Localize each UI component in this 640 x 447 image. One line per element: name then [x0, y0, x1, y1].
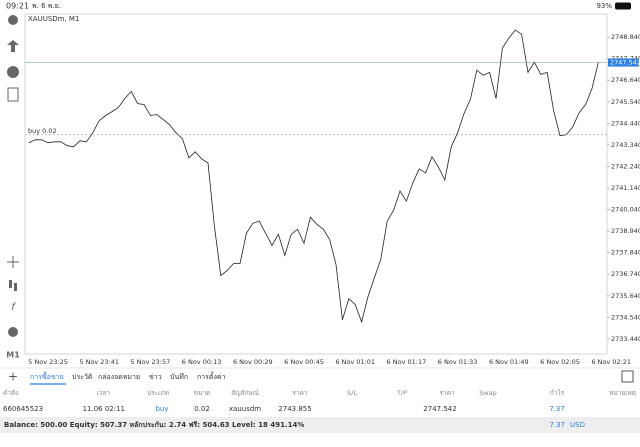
y-tick-label: 2745.540	[611, 98, 640, 106]
tab[interactable]: การตั้งค่า	[197, 370, 226, 381]
y-tick-label: 2741.140	[611, 184, 640, 192]
table-cell: 0.02	[194, 405, 210, 413]
left-toolbar: f	[7, 15, 19, 337]
column-header: S/L	[347, 389, 357, 397]
icon-objects[interactable]	[8, 327, 18, 337]
y-tick-label: 2742.240	[611, 162, 640, 170]
table-cell: xauusdm	[229, 405, 261, 413]
x-tick-label: 5 Nov 23:25	[28, 358, 68, 366]
y-tick-label: 2733.440	[611, 335, 640, 343]
x-tick-label: 5 Nov 23:57	[131, 358, 171, 366]
column-header: กำไร	[550, 389, 565, 397]
x-tick-label: 6 Nov 02:21	[591, 358, 631, 366]
table-cell: 2747.542	[423, 405, 456, 413]
order-label: buy 0.02	[28, 127, 57, 135]
x-tick-label: 5 Nov 23:41	[79, 358, 119, 366]
x-tick-label: 6 Nov 01:49	[489, 358, 529, 366]
timeframe[interactable]: M1	[6, 351, 20, 360]
x-tick-label: 6 Nov 01:33	[438, 358, 478, 366]
column-header: สัญลักษณ์	[231, 389, 259, 397]
column-header: ขนาด	[194, 389, 211, 397]
table-cell: 2743.855	[278, 405, 311, 413]
icon-indicators[interactable]: f	[11, 302, 16, 313]
x-tick-label: 6 Nov 01:17	[387, 358, 427, 366]
column-header: ประเภท	[147, 389, 169, 397]
icon-crosshair[interactable]	[7, 256, 19, 268]
x-tick-label: 6 Nov 02:05	[540, 358, 580, 366]
layout-button[interactable]	[621, 370, 634, 383]
y-tick-label: 2736.740	[611, 270, 640, 278]
y-tick-label: 2735.640	[611, 292, 640, 300]
plot-frame	[24, 13, 608, 355]
price-tag-label: 2747.542	[610, 59, 640, 67]
x-tick-label: 6 Nov 00:13	[182, 358, 222, 366]
tab[interactable]: การซื้อขาย	[30, 370, 64, 381]
icon-account[interactable]	[8, 15, 18, 25]
status-time: 09:21	[6, 2, 29, 11]
battery-icon	[615, 2, 631, 10]
tab[interactable]: ประวัติ	[72, 373, 93, 381]
balance-bar	[0, 417, 640, 433]
column-header: เวลา	[96, 389, 110, 397]
table-cell: 7.37	[549, 405, 565, 413]
x-tick-label: 6 Nov 00:45	[284, 358, 324, 366]
column-header: ราคา	[439, 389, 454, 397]
column-header: หมายเหตุ	[609, 389, 636, 397]
y-tick-label: 2744.440	[611, 119, 640, 127]
column-header: ราคา	[292, 389, 307, 397]
y-tick-label: 2743.340	[611, 141, 640, 149]
y-tick-label: 2746.640	[611, 76, 640, 84]
chart-symbol: XAUUSDm, M1	[28, 15, 79, 23]
column-header: T/P	[396, 389, 407, 397]
icon-candles[interactable]	[9, 280, 12, 288]
tab[interactable]: ข่าว	[149, 373, 162, 381]
table-cell: buy	[155, 405, 168, 413]
x-tick-label: 6 Nov 00:29	[233, 358, 273, 366]
icon-trade[interactable]	[7, 40, 19, 52]
column-header: คำสั่ง	[3, 388, 18, 397]
table-cell: 660645523	[3, 405, 43, 413]
column-header: Swap	[479, 389, 497, 397]
x-tick-label: 6 Nov 01:01	[335, 358, 375, 366]
y-tick-label: 2748.840	[611, 33, 640, 41]
battery: 93%	[596, 2, 612, 10]
add-button[interactable]: +	[8, 370, 18, 384]
icon-new[interactable]	[7, 87, 19, 102]
y-tick-label: 2737.840	[611, 249, 640, 257]
price-line	[28, 29, 599, 324]
price-tag	[608, 58, 639, 67]
y-tick-label: 2740.040	[611, 206, 640, 214]
account-summary: Balance: 500.00 Equity: 507.37 หลักประกั…	[4, 421, 304, 429]
y-tick-label: 2734.540	[611, 313, 640, 321]
icon-candles-2	[14, 283, 17, 291]
tab[interactable]: กล่องจดหมาย	[98, 373, 140, 381]
total-profit: 7.37	[549, 421, 565, 429]
table-cell: 11.06 02:11	[83, 405, 125, 413]
y-tick-label: 2738.940	[611, 227, 640, 235]
status-date: พ. 6 พ.ย.	[32, 2, 61, 10]
tab[interactable]: บันทึก	[170, 372, 188, 381]
icon-chat[interactable]	[7, 66, 19, 78]
currency: USD	[570, 421, 585, 429]
